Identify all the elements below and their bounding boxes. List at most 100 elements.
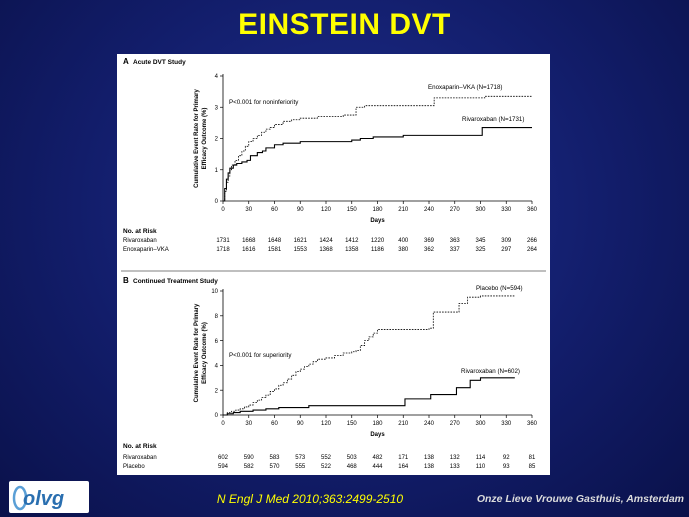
panel-b-x-tick-label: 30 (245, 421, 252, 427)
panel-a-risk-value: 1553 (294, 247, 308, 253)
panel-b-letter: B (123, 276, 129, 285)
panel-b-x-tick-label: 180 (372, 421, 383, 427)
panel-b-risk-value: 590 (244, 455, 255, 461)
panel-a-x-tick-label: 0 (221, 207, 225, 213)
panel-a-letter: A (123, 57, 129, 66)
panel-a-x-tick-label: 210 (398, 207, 409, 213)
panel-b-x-tick-label: 150 (347, 421, 358, 427)
panel-b-risk-value: 503 (347, 455, 358, 461)
panel-b-risk-row-label: Rivaroxaban (123, 455, 157, 461)
panel-a-p-value-annotation: P<0.001 for noninferiority (229, 99, 299, 106)
figure-panel: A Acute DVT Study 0 1 2 3 4 0 30 60 90 120 150 180 210… (117, 54, 550, 475)
panel-a-risk-value: 1616 (242, 247, 256, 253)
panel-a-risk-value: 345 (475, 238, 486, 244)
panel-a-risk-value: 362 (424, 247, 435, 253)
panel-a-y-tick-label: 4 (215, 74, 219, 80)
panel-b-x-tick-label: 210 (398, 421, 409, 427)
panel-a-risk-value: 337 (450, 247, 461, 253)
slide-title: EINSTEIN DVT (238, 8, 451, 41)
panel-a-risk-value: 1186 (371, 247, 385, 253)
panel-b-risk-value: 114 (476, 455, 486, 461)
panel-b-x-tick-label: 360 (527, 421, 538, 427)
panel-a-y-label-line1: Cumulative Event Rate for Primary (194, 88, 200, 187)
panel-b-x-tick-label: 240 (424, 421, 435, 427)
panel-b-series-label: Placebo (N=594) (476, 285, 523, 292)
panel-b-risk-value: 582 (244, 464, 255, 470)
panel-b-risk-value: 602 (218, 455, 229, 461)
panel-b-risk-value: 81 (529, 455, 536, 461)
panel-b-risk-value: 573 (295, 455, 306, 461)
panel-a-risk-value: 1668 (242, 238, 256, 244)
panel-b-title: Continued Treatment Study (133, 278, 218, 285)
panel-a-risk-value: 363 (450, 238, 461, 244)
panel-b-series-label: Rivaroxaban (N=602) (461, 368, 520, 375)
panel-a-series-rivaroxaban-line (223, 127, 532, 202)
panel-b-risk-value: 171 (398, 455, 409, 461)
panel-a-x-tick-label: 60 (271, 207, 278, 213)
panel-b-x-tick-label: 270 (450, 421, 461, 427)
panel-a-risk-value: 1424 (319, 238, 333, 244)
panel-a-risk-value: 1412 (345, 238, 359, 244)
panel-a-risk-value: 309 (501, 238, 512, 244)
panel-a-x-tick-label: 180 (372, 207, 383, 213)
panel-b-y-label-line2: Efficacy Outcome (%) (202, 322, 208, 384)
panel-a-x-tick-label: 120 (321, 207, 332, 213)
panel-a-risk-value: 1731 (216, 238, 230, 244)
panel-a-y-tick-label: 3 (215, 105, 219, 111)
panel-b-risk-value: 132 (450, 455, 461, 461)
panel-a-risk-value: 1718 (216, 247, 230, 253)
panel-b-risk-header: No. at Risk (123, 443, 157, 450)
panel-b-risk-value: 164 (398, 464, 409, 470)
panel-a-risk-value: 1621 (294, 238, 308, 244)
panel-a-y-tick-label: 1 (215, 168, 219, 174)
panel-a-x-tick-label: 30 (245, 207, 252, 213)
logo-arc-icon (12, 485, 28, 511)
panel-a-x-tick-label: 300 (475, 207, 486, 213)
panel-b-risk-value: 594 (218, 464, 229, 470)
panel-a-risk-value: 380 (398, 247, 409, 253)
panel-a-y-tick-label: 2 (215, 137, 219, 143)
panel-a-risk-value: 266 (527, 238, 538, 244)
panel-a-x-label: Days (370, 218, 385, 224)
panel-b-risk-value: 444 (372, 464, 383, 470)
panel-b-risk-value: 110 (476, 464, 486, 470)
panel-b-risk-value: 138 (424, 464, 435, 470)
panel-b-risk-value: 93 (503, 464, 510, 470)
panel-b-risk-value: 138 (424, 455, 435, 461)
panel-b-risk-value: 92 (503, 455, 510, 461)
institution-name: Onze Lieve Vrouwe Gasthuis, Amsterdam (476, 493, 684, 505)
panel-b-risk-row-label: Placebo (123, 464, 145, 470)
panel-a-risk-row-label: Rivaroxaban (123, 238, 157, 244)
panel-b-risk-value: 583 (269, 455, 280, 461)
panel-a-risk-header: No. at Risk (123, 228, 157, 235)
panel-b-y-tick-label: 4 (215, 364, 219, 370)
panel-a-risk-value: 297 (501, 247, 512, 253)
panel-b-x-tick-label: 300 (475, 421, 486, 427)
panel-b-risk-value: 468 (347, 464, 358, 470)
panel-a-risk-value: 1581 (268, 247, 282, 253)
panel-a-risk-value: 1220 (371, 238, 385, 244)
panel-a-y-tick-label: 0 (215, 199, 219, 205)
panel-a-x-tick-label: 270 (450, 207, 461, 213)
panel-b-x-tick-label: 60 (271, 421, 278, 427)
panel-b-p-value-annotation: P<0.001 for superiority (229, 352, 292, 359)
panel-a-x-tick-label: 330 (501, 207, 512, 213)
panel-b-risk-value: 522 (321, 464, 332, 470)
panel-a-y-label-line2: Efficacy Outcome (%) (202, 108, 208, 170)
logo-text: olvg (23, 488, 64, 510)
panel-a-title: Acute DVT Study (133, 59, 186, 66)
panel-b-y-tick-label: 2 (215, 388, 219, 394)
panel-b-risk-value: 133 (450, 464, 461, 470)
panel-b-x-tick-label: 330 (501, 421, 512, 427)
panel-b-risk-value: 85 (529, 464, 536, 470)
logo-graphic: olvg (12, 485, 64, 511)
panel-b-x-tick-label: 120 (321, 421, 332, 427)
panel-b-y-tick-label: 10 (211, 289, 218, 295)
panel-a-x-tick-label: 360 (527, 207, 538, 213)
panel-b-risk-value: 482 (372, 455, 383, 461)
panel-b-y-tick-label: 6 (215, 339, 219, 345)
panel-a-x-tick-label: 150 (347, 207, 358, 213)
panel-b-y-label-line1: Cumulative Event Rate for Primary (194, 303, 200, 402)
panel-b-risk-value: 555 (295, 464, 306, 470)
